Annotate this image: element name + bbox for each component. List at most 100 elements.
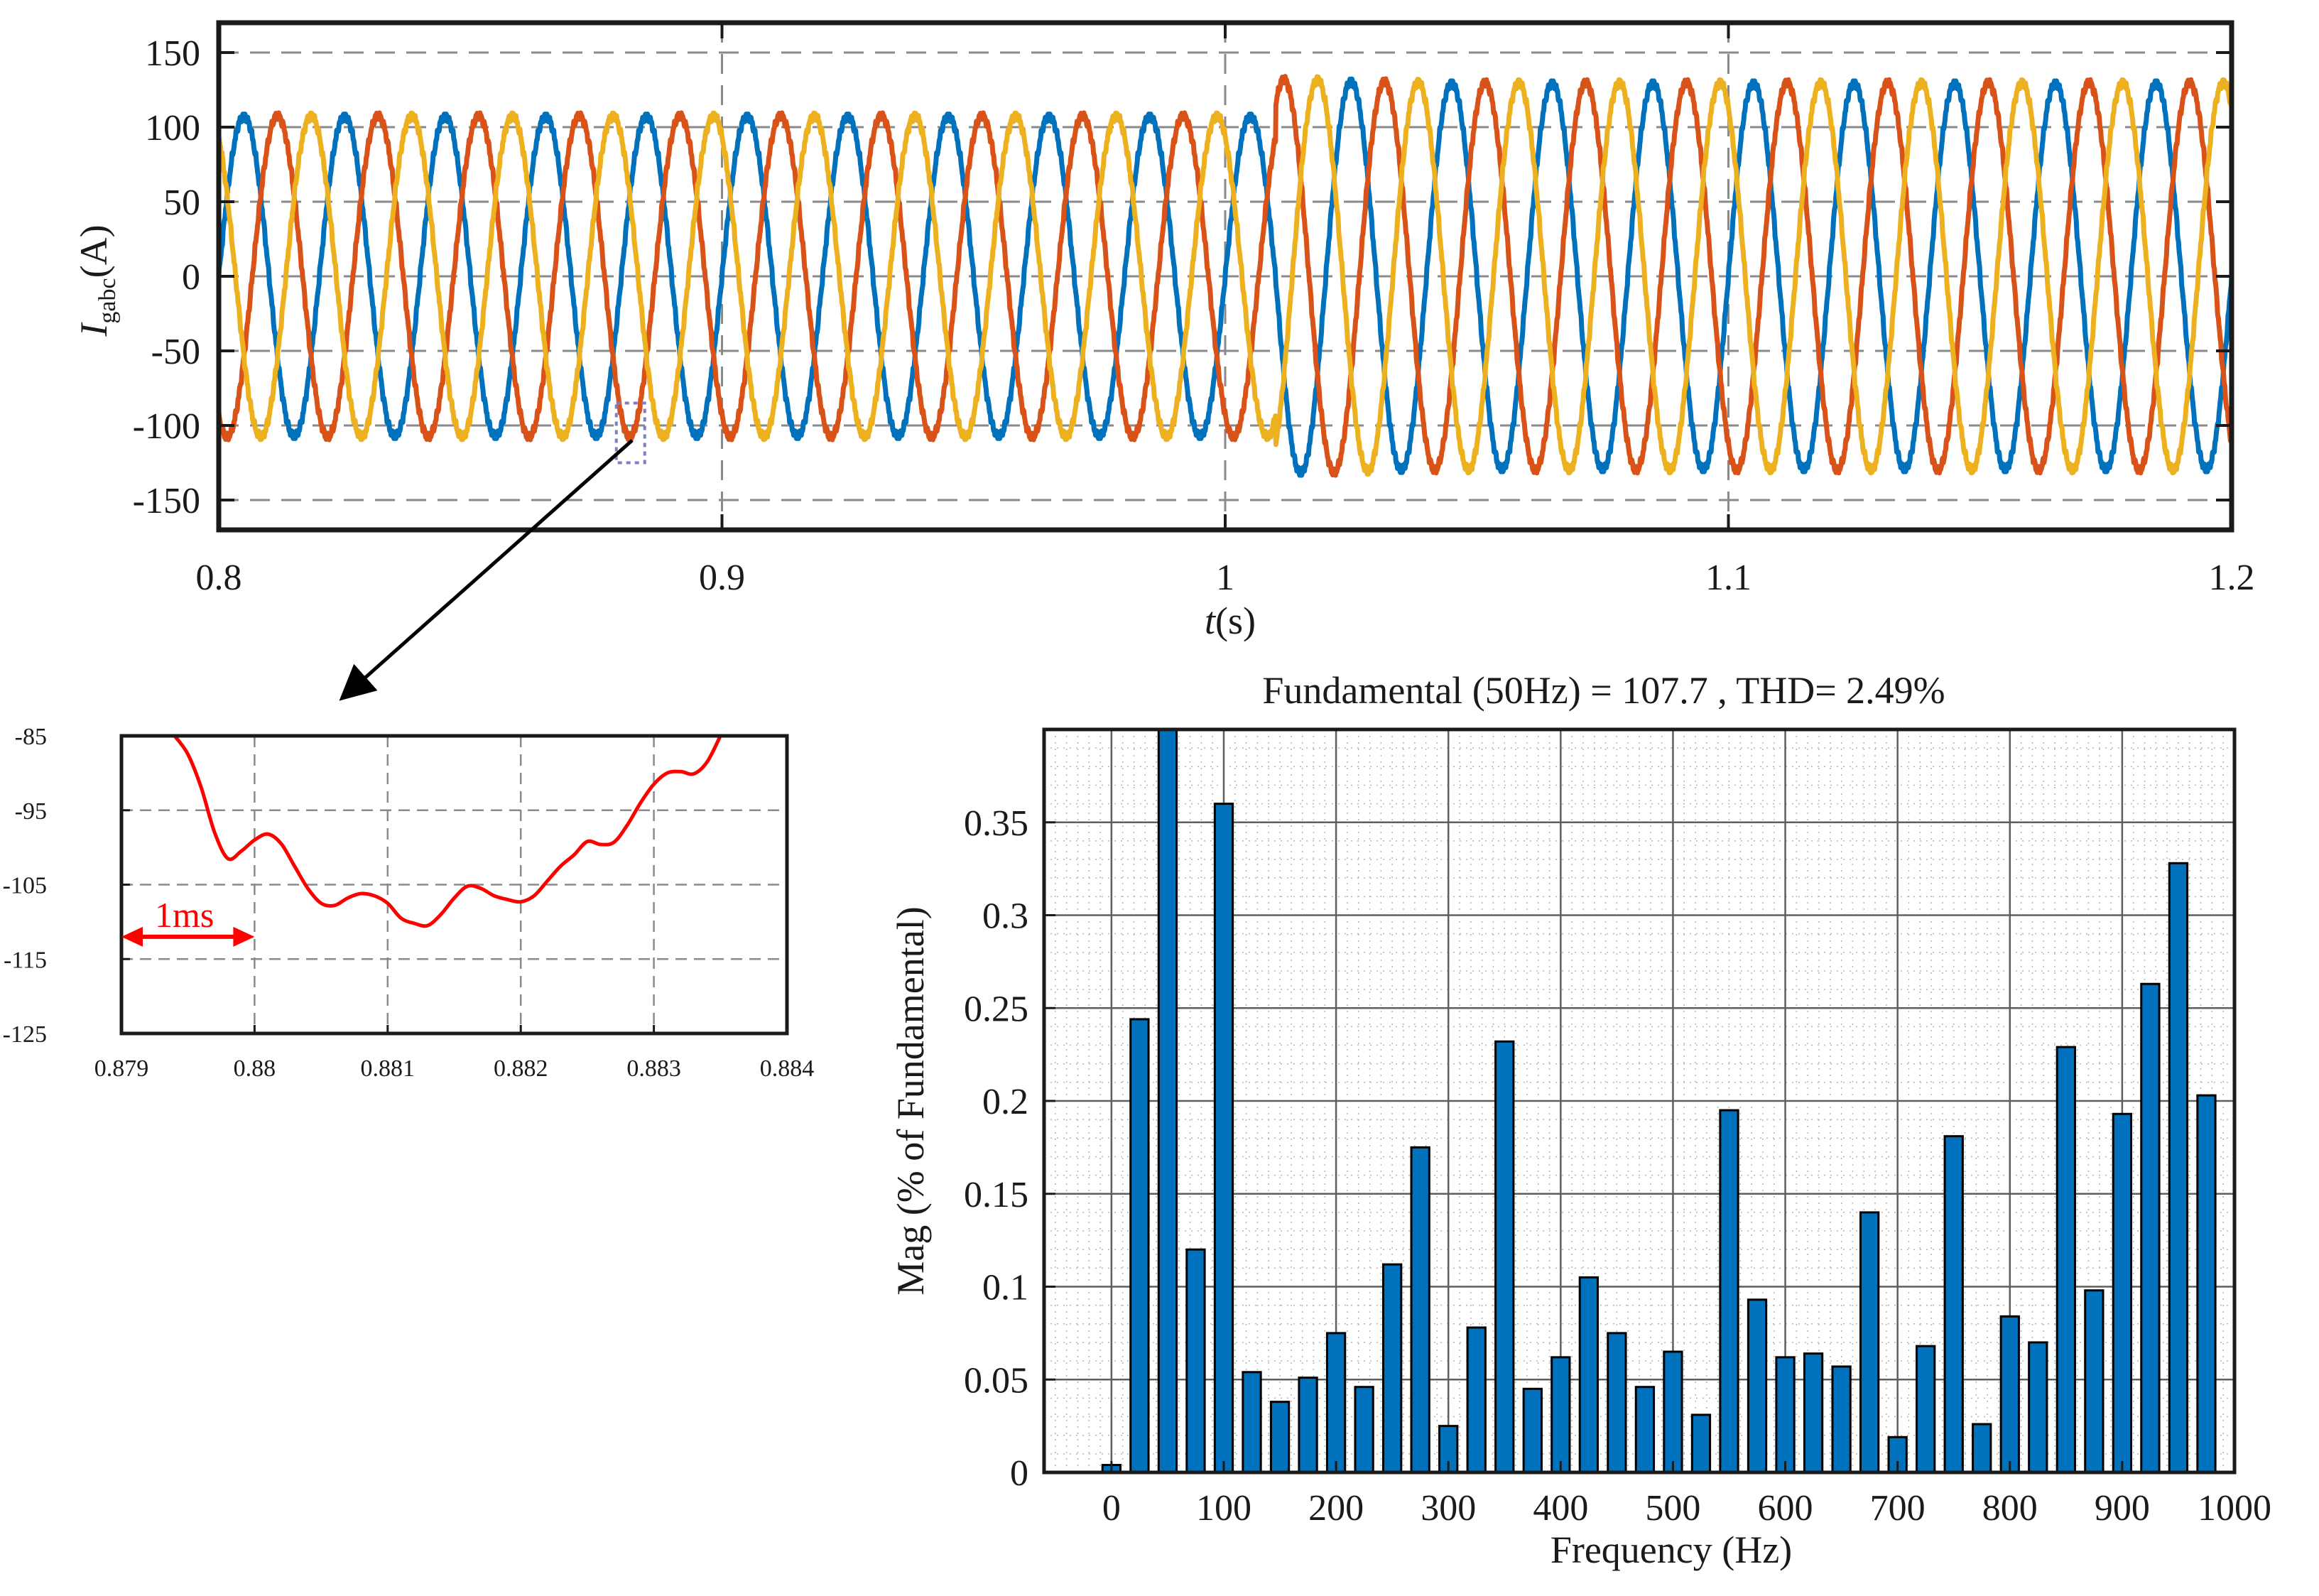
fft-ytick-label-3: 0.15 xyxy=(964,1175,1028,1215)
grid-current-x-ticks: 0.8 0.9 1 1.1 1.2 xyxy=(196,23,2255,598)
fft-bar-950hz xyxy=(2168,862,2189,1472)
grid-current-series-1 xyxy=(219,76,2232,478)
fft-bar-800hz xyxy=(1999,1315,2020,1472)
zoom-detail-ytick-label-2: -105 xyxy=(3,873,47,899)
fft-y-ticks: 0 0.05 0.1 0.15 0.2 0.25 0.3 0.35 xyxy=(964,803,1055,1494)
grid-current-ytick-label-1: 100 xyxy=(145,108,200,148)
fft-bar-550hz xyxy=(1719,1109,1739,1472)
grid-current-y-axis-label: Igabc(A) xyxy=(72,224,121,337)
fft-xtick-label-2: 200 xyxy=(1308,1488,1364,1529)
fft-bar-750hz xyxy=(1943,1135,1964,1472)
one-ms-annotation: 1ms xyxy=(121,895,255,947)
fft-bar-250hz xyxy=(1382,1263,1403,1472)
zoom-detail-chart: 0.879 0.88 0.881 0.882 0.883 0.884 -85 -95 -105… xyxy=(3,724,815,1082)
fft-bar-275hz xyxy=(1410,1146,1430,1472)
fft-bar-325hz xyxy=(1466,1326,1487,1472)
grid-current-ytick-label-5: -100 xyxy=(133,406,200,447)
zoom-detail-xtick-label-0: 0.879 xyxy=(94,1055,149,1082)
fft-ytick-label-1: 0.05 xyxy=(964,1360,1028,1401)
grid-current-series xyxy=(219,74,2232,478)
zoom-detail-ytick-label-0: -85 xyxy=(15,724,47,750)
fft-ytick-label-7: 0.35 xyxy=(964,803,1028,844)
fft-bar-125hz xyxy=(1242,1371,1262,1472)
grid-current-ytick-label-3: 0 xyxy=(182,257,200,298)
zoom-detail-trace xyxy=(173,736,722,928)
fft-y-axis-label: Mag (% of Fundamental) xyxy=(889,906,932,1295)
fft-xtick-label-6: 600 xyxy=(1758,1488,1813,1529)
zoom-region-marker xyxy=(614,401,646,465)
zoom-detail-xtick-label-4: 0.883 xyxy=(626,1055,681,1082)
fft-bar-975hz xyxy=(2196,1094,2217,1472)
fft-bar-25hz xyxy=(1129,1018,1150,1472)
zoom-detail-y-ticks: -85 -95 -105 -115 -125 xyxy=(3,724,130,1048)
fft-bar-525hz xyxy=(1690,1413,1712,1472)
grid-current-ytick-label-2: 50 xyxy=(163,183,200,223)
fft-xtick-label-10: 1000 xyxy=(2198,1488,2271,1529)
fft-bar-725hz xyxy=(1916,1345,1936,1472)
zoom-detail-ytick-label-1: -95 xyxy=(15,798,47,825)
grid-current-xtick-label-2: 1 xyxy=(1216,558,1234,598)
fft-xtick-label-0: 0 xyxy=(1102,1488,1121,1529)
fft-bar-900hz xyxy=(2112,1112,2133,1472)
grid-current-xtick-label-1: 0.9 xyxy=(699,558,745,598)
zoom-detail-xtick-label-1: 0.88 xyxy=(234,1055,276,1082)
fft-ytick-label-5: 0.25 xyxy=(964,989,1028,1029)
fft-bar-50hz xyxy=(1157,729,1178,1472)
fft-bar-575hz xyxy=(1747,1298,1768,1472)
fft-xtick-label-9: 900 xyxy=(2095,1488,2150,1529)
fft-xtick-label-5: 500 xyxy=(1645,1488,1700,1529)
fft-bar-875hz xyxy=(2084,1289,2105,1472)
fft-ytick-label-0: 0 xyxy=(1010,1453,1028,1494)
fft-bar-600hz xyxy=(1775,1356,1796,1472)
one-ms-arrowhead-right xyxy=(233,926,255,947)
grid-current-ytick-label-0: 150 xyxy=(145,33,200,74)
fft-xtick-label-3: 300 xyxy=(1421,1488,1476,1529)
fft-spectrum-chart: Fundamental (50Hz) = 107.7 , THD= 2.49% … xyxy=(889,669,2271,1571)
fft-ytick-label-4: 0.2 xyxy=(982,1082,1028,1122)
one-ms-arrowhead-left xyxy=(121,926,143,947)
zoom-detail-x-ticks: 0.879 0.88 0.881 0.882 0.883 0.884 xyxy=(94,1025,815,1082)
fft-bar-925hz xyxy=(2140,982,2161,1472)
fft-xtick-label-4: 400 xyxy=(1533,1488,1588,1529)
fft-bar-675hz xyxy=(1859,1211,1880,1472)
fft-x-ticks: 0 100 200 300 400 500 600 700 800 900 1000 xyxy=(1102,1461,2271,1529)
fft-xtick-label-1: 100 xyxy=(1196,1488,1251,1529)
fft-bar-150hz xyxy=(1269,1401,1291,1472)
grid-current-ytick-label-4: -50 xyxy=(151,332,200,372)
fft-title: Fundamental (50Hz) = 107.7 , THD= 2.49% xyxy=(1262,669,1945,712)
zoom-detail-ytick-label-4: -125 xyxy=(3,1021,47,1048)
zoom-detail-xtick-label-5: 0.884 xyxy=(760,1055,815,1082)
fft-bars xyxy=(1101,729,2217,1472)
fft-bar-100hz xyxy=(1213,803,1234,1472)
fft-bar-425hz xyxy=(1578,1276,1599,1472)
grid-current-xtick-label-3: 1.1 xyxy=(1705,558,1752,598)
fft-bar-350hz xyxy=(1494,1040,1515,1472)
fft-bar-825hz xyxy=(2028,1341,2048,1472)
fft-bar-400hz xyxy=(1550,1356,1571,1472)
fft-x-axis-label: Frequency (Hz) xyxy=(1550,1529,1792,1571)
fft-bar-475hz xyxy=(1634,1386,1656,1472)
fft-bar-175hz xyxy=(1298,1377,1318,1472)
fft-major-gridlines xyxy=(1044,729,2234,1472)
fft-ytick-label-2: 0.1 xyxy=(982,1268,1028,1308)
zoom-detail-gridlines xyxy=(121,736,787,1033)
fft-bar-450hz xyxy=(1607,1332,1627,1472)
fft-bar-850hz xyxy=(2055,1046,2076,1472)
zoom-detail-ytick-label-3: -115 xyxy=(4,947,47,973)
fft-bar-500hz xyxy=(1663,1350,1683,1472)
grid-current-y-ticks: 150 100 50 0 -50 -100 -150 xyxy=(133,33,2232,521)
grid-current-ytick-label-6: -150 xyxy=(133,481,200,521)
fft-bar-375hz xyxy=(1522,1387,1543,1472)
grid-current-xtick-label-4: 1.2 xyxy=(2209,558,2255,598)
fft-bar-650hz xyxy=(1831,1365,1852,1472)
fft-xtick-label-8: 800 xyxy=(1982,1488,2038,1529)
grid-current-xtick-label-0: 0.8 xyxy=(196,558,242,598)
zoom-arrow xyxy=(339,439,634,701)
fft-bar-625hz xyxy=(1803,1352,1824,1472)
fft-bar-75hz xyxy=(1185,1248,1206,1472)
fft-bar-200hz xyxy=(1325,1332,1347,1472)
fft-ytick-label-6: 0.3 xyxy=(982,896,1028,937)
fft-bar-775hz xyxy=(1972,1423,1992,1472)
